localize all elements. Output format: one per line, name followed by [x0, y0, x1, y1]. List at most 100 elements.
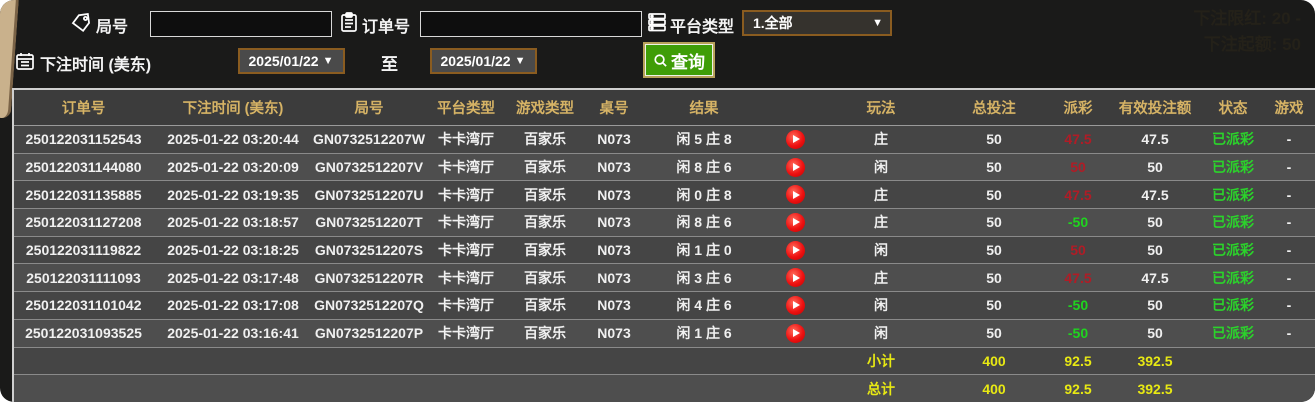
cell-replay — [763, 236, 827, 265]
play-triangle — [792, 135, 800, 144]
play-video-icon[interactable] — [785, 240, 805, 260]
cell-play: 庄 — [827, 180, 935, 210]
cell-game: - — [1259, 291, 1315, 320]
play-video-icon[interactable] — [785, 129, 805, 149]
cell-round-id: GN0732512207S — [313, 236, 425, 265]
cell-status: 已派彩 — [1207, 319, 1259, 348]
cell-replay — [763, 180, 827, 210]
play-video-icon[interactable] — [785, 323, 805, 343]
bet-table-body: 250122031152543 2025-01-22 03:20:44 GN07… — [13, 125, 1315, 348]
cell-total-bet: 50 — [935, 153, 1053, 182]
play-video-icon[interactable] — [785, 185, 805, 205]
cell-round-id: GN0732512207W — [313, 125, 425, 154]
subtotal-label: 小计 — [827, 347, 935, 376]
cell-play: 闲 — [827, 236, 935, 265]
cell-status: 已派彩 — [1207, 236, 1259, 265]
cell-payout: 50 — [1053, 236, 1103, 265]
total-row: 总计 400 92.5 392.5 — [13, 374, 1315, 402]
col-play: 玩法 — [827, 89, 935, 126]
cell-replay — [763, 263, 827, 293]
platform-type-label: 平台类型 — [670, 19, 735, 36]
play-video-icon[interactable] — [785, 157, 805, 177]
cell-payout: -50 — [1053, 291, 1103, 320]
cell-bet-time: 2025-01-22 03:17:08 — [153, 291, 313, 320]
col-result: 结果 — [645, 89, 763, 126]
cell-valid-bet: 50 — [1103, 208, 1207, 237]
cell-round-id: GN0732512207P — [313, 319, 425, 348]
cell-bet-time: 2025-01-22 03:16:41 — [153, 319, 313, 348]
cell-result: 闲 1 庄 6 — [645, 319, 763, 348]
table-row: 250122031101042 2025-01-22 03:17:08 GN07… — [13, 291, 1315, 320]
table-row: 250122031127208 2025-01-22 03:18:57 GN07… — [13, 208, 1315, 237]
cell-bet-time: 2025-01-22 03:20:09 — [153, 153, 313, 182]
cell-payout: 50 — [1053, 153, 1103, 182]
cell-bet-time: 2025-01-22 03:18:25 — [153, 236, 313, 265]
cell-result: 闲 4 庄 6 — [645, 291, 763, 320]
cell-game: - — [1259, 319, 1315, 348]
order-no-input[interactable] — [420, 11, 642, 37]
cell-game: - — [1259, 263, 1315, 293]
col-round-id: 局号 — [313, 89, 425, 126]
cell-table-no: N073 — [583, 125, 645, 154]
cell-payout: -50 — [1053, 319, 1103, 348]
cell-table-no: N073 — [583, 263, 645, 293]
play-triangle — [792, 273, 800, 282]
cell-table-no: N073 — [583, 208, 645, 237]
round-no-input[interactable] — [150, 11, 332, 37]
play-triangle — [792, 301, 800, 310]
table-row: 250122031111093 2025-01-22 03:17:48 GN07… — [13, 263, 1315, 293]
cell-bet-time: 2025-01-22 03:18:57 — [153, 208, 313, 237]
play-video-icon[interactable] — [785, 268, 805, 288]
cell-game: - — [1259, 236, 1315, 265]
table-row: 250122031144080 2025-01-22 03:20:09 GN07… — [13, 153, 1315, 182]
order-no-label: 订单号 — [362, 19, 411, 36]
cell-bet-time: 2025-01-22 03:20:44 — [153, 125, 313, 154]
col-table-no: 桌号 — [583, 89, 645, 126]
cell-order-id: 250122031144080 — [13, 153, 153, 182]
cell-bet-time: 2025-01-22 03:19:35 — [153, 180, 313, 210]
date-to-picker[interactable]: 2025/01/22 ▼ — [430, 48, 537, 74]
platform-type-value: 1.全部 — [753, 15, 793, 31]
total-payout: 92.5 — [1053, 374, 1103, 402]
play-video-icon[interactable] — [785, 295, 805, 315]
cell-total-bet: 50 — [935, 208, 1053, 237]
play-triangle — [792, 218, 800, 227]
background-watermark: 下注限红: 20 - 下注起额: 50 — [1193, 6, 1301, 58]
watermark-line: 下注限红: 20 - — [1193, 9, 1301, 28]
cell-valid-bet: 47.5 — [1103, 125, 1207, 154]
cell-total-bet: 50 — [935, 263, 1053, 293]
platform-type-select[interactable]: 1.全部 ▼ — [742, 10, 892, 36]
date-from-value: 2025/01/22 — [248, 53, 319, 69]
cell-platform: 卡卡湾厅 — [425, 208, 507, 237]
col-game-type: 游戏类型 — [507, 89, 583, 126]
total-valid-bet: 392.5 — [1103, 374, 1207, 402]
date-from-picker[interactable]: 2025/01/22 ▼ — [238, 48, 345, 74]
col-game: 游戏 — [1259, 89, 1315, 126]
cell-valid-bet: 50 — [1103, 236, 1207, 265]
cell-game: - — [1259, 180, 1315, 210]
cell-status: 已派彩 — [1207, 208, 1259, 237]
cell-platform: 卡卡湾厅 — [425, 291, 507, 320]
cell-replay — [763, 125, 827, 154]
cell-total-bet: 50 — [935, 319, 1053, 348]
cell-result: 闲 1 庄 0 — [645, 236, 763, 265]
date-to-value: 2025/01/22 — [440, 53, 511, 69]
total-total-bet: 400 — [935, 374, 1053, 402]
tag-icon — [70, 12, 92, 34]
cell-table-no: N073 — [583, 319, 645, 348]
cell-game-type: 百家乐 — [507, 319, 583, 348]
cell-platform: 卡卡湾厅 — [425, 125, 507, 154]
table-header-row: 订单号 下注时间 (美东) 局号 平台类型 游戏类型 桌号 结果 玩法 总投注 … — [13, 89, 1315, 126]
cell-valid-bet: 47.5 — [1103, 180, 1207, 210]
cell-status: 已派彩 — [1207, 153, 1259, 182]
cell-game: - — [1259, 153, 1315, 182]
play-video-icon[interactable] — [785, 212, 805, 232]
play-triangle — [792, 246, 800, 255]
play-triangle — [792, 329, 800, 338]
cell-platform: 卡卡湾厅 — [425, 180, 507, 210]
bet-records-table: 订单号 下注时间 (美东) 局号 平台类型 游戏类型 桌号 结果 玩法 总投注 … — [12, 88, 1315, 402]
subtotal-total-bet: 400 — [935, 347, 1053, 376]
cell-result: 闲 0 庄 8 — [645, 180, 763, 210]
cell-payout: -50 — [1053, 208, 1103, 237]
query-button[interactable]: 查询 — [645, 44, 713, 76]
